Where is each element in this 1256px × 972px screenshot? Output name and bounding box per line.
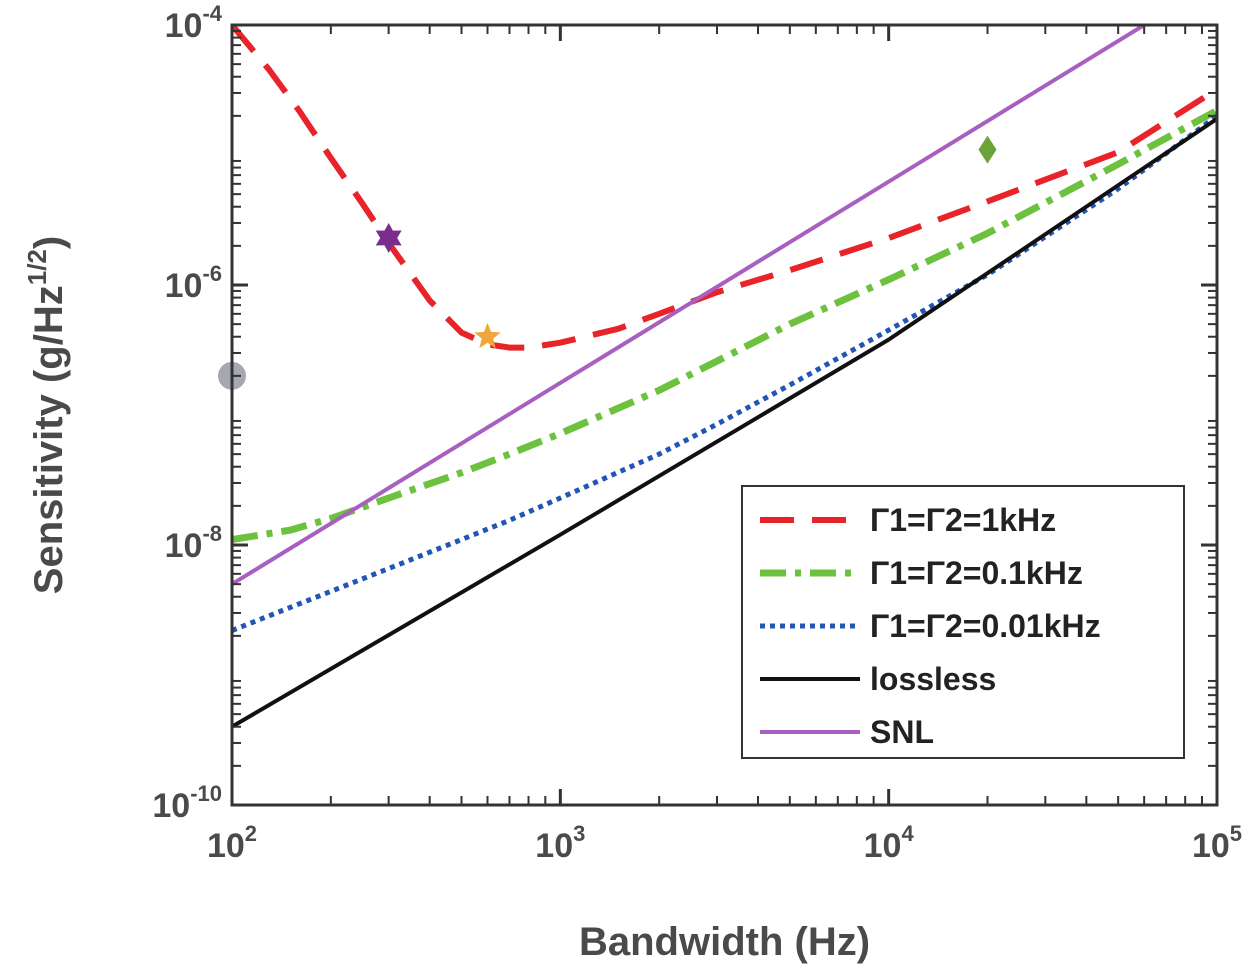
tick-layer: 102 103 104 105 10-10 10-8 10-6 10-4 <box>152 1 1242 865</box>
marker-hexagram <box>375 223 402 253</box>
marker-diamond <box>978 135 997 164</box>
legend-label-3: lossless <box>870 661 996 697</box>
marker-layer <box>218 135 997 390</box>
legend-label-2: Γ1=Γ2=0.01kHz <box>870 608 1101 644</box>
legend-label-0: Γ1=Γ2=1kHz <box>870 502 1056 538</box>
series-line-1 <box>232 107 1217 544</box>
series-line-0 <box>232 25 1217 351</box>
y-tick-label: 10-10 <box>152 781 222 825</box>
legend-box <box>741 485 1185 759</box>
x-tick-label: 104 <box>864 821 915 865</box>
legend-label-4: SNL <box>870 714 934 750</box>
marker-star <box>474 322 501 349</box>
x-tick-label: 105 <box>1192 821 1242 865</box>
x-tick-label: 102 <box>207 821 257 865</box>
y-tick-label: 10-4 <box>165 1 223 45</box>
y-tick-label: 10-8 <box>165 521 222 565</box>
legend-label-1: Γ1=Γ2=0.1kHz <box>870 555 1083 591</box>
x-axis-title: Bandwidth (Hz) <box>579 920 870 964</box>
legend: Γ1=Γ2=1kHz Γ1=Γ2=0.1kHz Γ1=Γ2=0.01kHz lossl… <box>741 485 1185 759</box>
series-line-3 <box>232 117 1217 729</box>
series-layer <box>232 25 1217 729</box>
y-tick-label: 10-6 <box>165 261 222 305</box>
plot-area-frame <box>230 23 1219 807</box>
series-line-4 <box>232 25 1146 586</box>
y-axis-title: Sensitivity (g/Hz1/2) <box>22 236 71 594</box>
x-tick-label: 103 <box>535 821 585 865</box>
